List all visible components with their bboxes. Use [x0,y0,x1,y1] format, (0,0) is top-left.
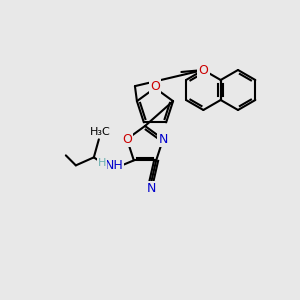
Text: O: O [150,80,160,94]
Text: O: O [122,133,132,146]
Text: O: O [198,64,208,76]
Text: N: N [158,133,168,146]
Text: H: H [98,158,106,168]
Text: NH: NH [104,159,123,172]
Text: N: N [146,182,156,195]
Text: H₃C: H₃C [89,128,110,137]
